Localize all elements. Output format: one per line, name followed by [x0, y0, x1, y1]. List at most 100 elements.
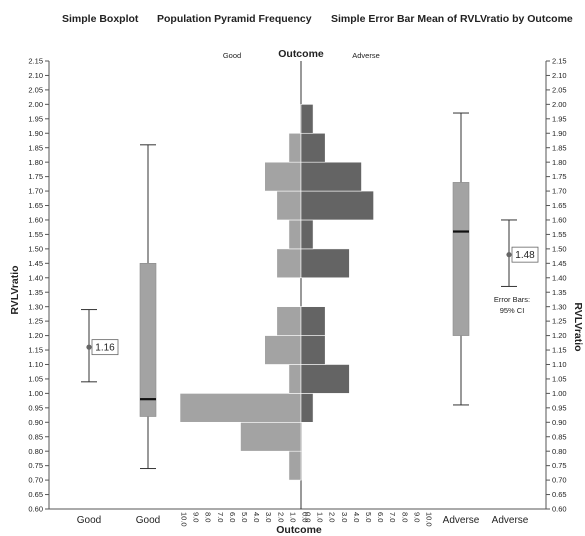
- boxplots: [139, 112, 470, 470]
- y-tick-label-left: 0.65: [28, 490, 43, 499]
- y-tick-label-left: 1.25: [28, 317, 43, 326]
- boxplot-box: [452, 182, 470, 336]
- y-tick-label-right: 1.85: [552, 143, 567, 152]
- y-tick-label-right: 1.30: [552, 302, 567, 311]
- pyramid-bar-adverse: [300, 335, 326, 365]
- y-tick-label-left: 0.85: [28, 432, 43, 441]
- errorbar-mean-label-box: [91, 339, 119, 356]
- y-tick-label-left: 1.75: [28, 172, 43, 181]
- y-tick-label-left: 1.35: [28, 288, 43, 297]
- y-tick-label-right: 0.70: [552, 476, 567, 485]
- pyramid-bar-adverse: [300, 104, 314, 134]
- pyramid-bar-good: [288, 364, 302, 394]
- pyramid-x-tick-label: 5.0: [364, 512, 373, 522]
- errorbar-note-line1: Error Bars:: [494, 295, 530, 304]
- pyramid-x-tick-label: 3.0: [340, 512, 349, 522]
- pyramid-bars: [179, 104, 374, 481]
- pyramid-x-tick-label: 8.0: [400, 512, 409, 522]
- pyramid-bar-good: [288, 450, 302, 481]
- y-tick-label-right: 0.95: [552, 403, 567, 412]
- pyramid-bar-adverse: [300, 161, 362, 192]
- y-tick-label-right: 1.70: [552, 187, 567, 196]
- y-axis-title-left: RVLVratio: [9, 265, 21, 314]
- y-tick-label-right: 1.25: [552, 317, 567, 326]
- y-tick-label-right: 1.90: [552, 129, 567, 138]
- y-tick-label-left: 2.00: [28, 100, 43, 109]
- y-tick-label-right: 2.15: [552, 57, 567, 66]
- y-tick-label-right: 2.05: [552, 86, 567, 95]
- pyramid-x-tick-label: 1.0: [288, 512, 297, 522]
- boxplot-box: [139, 263, 157, 417]
- x-axis-title: Outcome: [276, 524, 322, 536]
- pyramid-bar-adverse: [300, 190, 374, 221]
- y-tick-label-left: 2.10: [28, 71, 43, 80]
- y-tick-label-right: 2.00: [552, 100, 567, 109]
- y-tick-label-left: 1.70: [28, 187, 43, 196]
- pyramid-x-tick-label: 9.0: [192, 512, 201, 522]
- pyramid-bar-good: [276, 190, 302, 221]
- errorbar-mean-marker: [86, 344, 92, 350]
- y-ticks-right: 0.60 0.65 0.70 0.75 0.80 0.85 0.90 0.95 1.00 1.05…: [546, 57, 567, 514]
- y-tick-label-left: 0.90: [28, 418, 43, 427]
- errorbar-mean-label-box: [511, 246, 539, 263]
- pyramid-x-tick-label: 4.0: [252, 512, 261, 522]
- y-tick-label-right: 1.50: [552, 244, 567, 253]
- pyramid-x-tick-label: 4.0: [352, 512, 361, 522]
- y-tick-label-left: 0.75: [28, 461, 43, 470]
- y-tick-label-left: 2.15: [28, 57, 43, 66]
- pyramid-x-tick-label: 2.0: [276, 512, 285, 522]
- pyramid-header-good: Good: [223, 51, 241, 60]
- y-tick-label-left: 1.45: [28, 259, 43, 268]
- pyramid-bar-good: [179, 393, 302, 423]
- boxplot-title: Simple Boxplot: [62, 13, 139, 25]
- y-tick-label-right: 1.80: [552, 158, 567, 167]
- y-tick-label-right: 0.90: [552, 418, 567, 427]
- pyramid-bar-adverse: [300, 364, 350, 394]
- errorbar-mean-label: 1.16: [95, 343, 115, 354]
- y-tick-label-left: 1.40: [28, 273, 43, 282]
- y-tick-label-right: 1.35: [552, 288, 567, 297]
- y-tick-label-right: 1.00: [552, 389, 567, 398]
- pyramid-x-tick-label: 10.0: [180, 512, 189, 527]
- errorbar-title: Simple Error Bar Mean of RVLVratio by Ou…: [331, 13, 573, 25]
- pyramid-bar-good: [288, 132, 302, 163]
- pyramid-bar-good: [276, 248, 302, 279]
- bottom-label-good-errorbar: Good: [77, 515, 101, 526]
- pyramid-bar-adverse: [300, 219, 314, 250]
- y-tick-label-left: 1.55: [28, 230, 43, 239]
- y-tick-label-right: 1.15: [552, 346, 567, 355]
- pyramid-x-tick-label: 7.0: [388, 512, 397, 522]
- y-tick-label-right: 0.85: [552, 432, 567, 441]
- y-tick-label-right: 0.60: [552, 505, 567, 514]
- pyramid-x-tick-label: 3.0: [264, 512, 273, 522]
- y-tick-label-right: 1.05: [552, 375, 567, 384]
- y-tick-label-left: 1.80: [28, 158, 43, 167]
- y-tick-label-right: 1.75: [552, 172, 567, 181]
- pyramid-bar-good: [288, 219, 302, 250]
- y-tick-label-left: 2.05: [28, 86, 43, 95]
- pyramid-x-tick-label: 2.0: [328, 512, 337, 522]
- bottom-label-good-boxplot: Good: [136, 515, 160, 526]
- y-axis-title-right: RVLVratio: [572, 302, 584, 351]
- y-tick-label-right: 1.65: [552, 201, 567, 210]
- pyramid-x-tick-label: 6.0: [376, 512, 385, 522]
- errorbars: 1.16 1.48: [81, 219, 539, 383]
- y-tick-label-left: 1.90: [28, 129, 43, 138]
- pyramid-x-tick-label: 7.0: [216, 512, 225, 522]
- y-tick-label-right: 0.75: [552, 461, 567, 470]
- errorbar-note-line2: 95% CI: [500, 306, 525, 315]
- y-tick-label-left: 0.95: [28, 403, 43, 412]
- pyramid-x-tick-label: 1.0: [316, 512, 325, 522]
- y-tick-label-right: 1.55: [552, 230, 567, 239]
- pyramid-x-tick-label: 6.0: [228, 512, 237, 522]
- pyramid-x-tick-label: 5.0: [240, 512, 249, 522]
- y-tick-label-left: 0.60: [28, 505, 43, 514]
- y-tick-label-left: 1.50: [28, 244, 43, 253]
- y-tick-label-left: 1.65: [28, 201, 43, 210]
- y-tick-label-left: 1.15: [28, 346, 43, 355]
- y-tick-label-left: 1.60: [28, 216, 43, 225]
- pyramid-bar-good: [276, 306, 302, 336]
- y-tick-label-right: 1.95: [552, 114, 567, 123]
- y-tick-label-right: 1.45: [552, 259, 567, 268]
